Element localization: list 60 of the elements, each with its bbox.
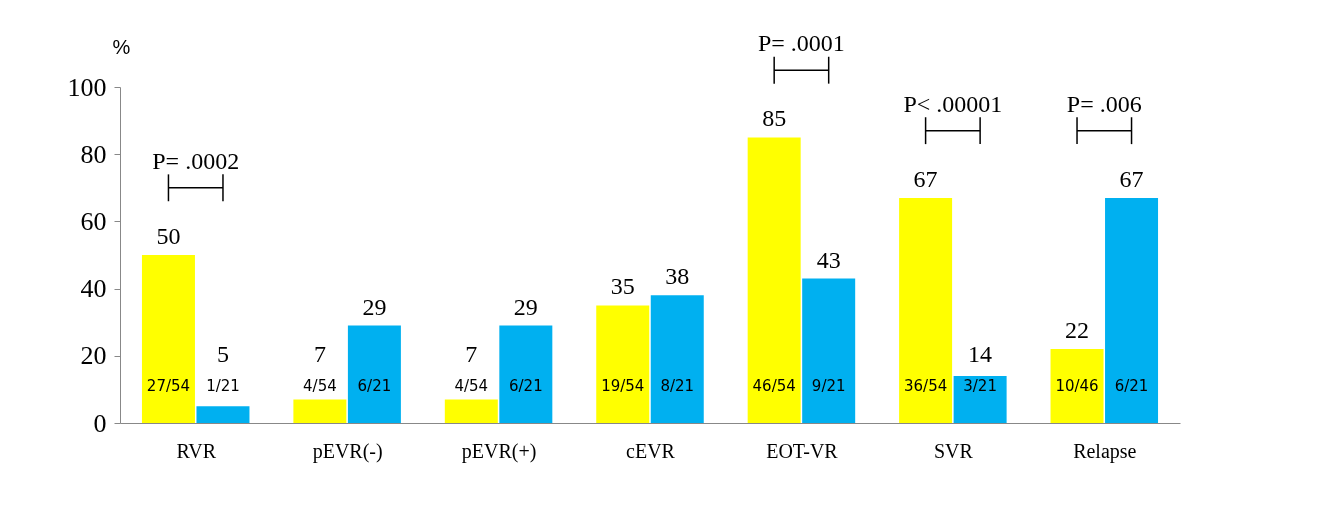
y-tick-label: 100	[67, 72, 107, 102]
x-tick-label: pEVR(-)	[312, 439, 383, 463]
x-tick-label: EOT-VR	[766, 439, 839, 462]
bar	[293, 399, 347, 423]
x-tick-label: pEVR(+)	[461, 439, 537, 463]
annotation: 10/46	[1055, 377, 1099, 396]
data-label: 67	[913, 165, 938, 192]
data-label: 14	[968, 340, 993, 367]
bar	[953, 375, 1007, 423]
annotation: 19/54	[601, 377, 645, 396]
x-tick-label: Relapse	[1073, 439, 1137, 463]
annotation: 3/21	[963, 377, 997, 396]
y-tick-label: 60	[80, 206, 107, 236]
data-label: 38	[665, 263, 690, 290]
bar	[444, 399, 498, 423]
data-label: 29	[513, 293, 538, 320]
y-tick-label: 80	[80, 139, 107, 169]
bar	[1105, 197, 1159, 423]
data-label: 35	[610, 273, 635, 300]
annotation: P= .0002	[152, 147, 240, 174]
annotation: 6/21	[1114, 377, 1149, 396]
annotation: 9/21	[811, 377, 846, 396]
bar	[347, 325, 401, 423]
data-label: 7	[465, 340, 478, 367]
annotation: 46/54	[752, 377, 796, 396]
data-label: 22	[1065, 317, 1090, 344]
y-tick-label: 40	[80, 274, 107, 304]
data-label: 50	[156, 223, 181, 249]
annotation: P< .00001	[903, 90, 1003, 117]
bar	[596, 305, 650, 423]
bar	[1050, 349, 1104, 423]
x-tick-label: RVR	[176, 439, 217, 462]
bar	[499, 325, 553, 423]
bar	[196, 406, 250, 423]
annotation: 4/54	[454, 377, 489, 396]
annotation: 36/54	[903, 377, 948, 396]
y-tick-label: 0	[93, 408, 107, 438]
bar	[802, 278, 856, 423]
bar	[650, 295, 704, 423]
bar	[899, 197, 953, 423]
bar	[747, 137, 801, 423]
annotation: 4/54	[303, 377, 337, 396]
bar	[141, 255, 195, 423]
annotation: P= .006	[1066, 90, 1142, 117]
text: P= .0001	[757, 30, 845, 57]
data-label: 43	[816, 246, 841, 273]
x-tick-label: cEVR	[626, 439, 676, 462]
y-axis-title: %	[112, 35, 131, 58]
data-label: 5	[216, 340, 229, 367]
annotation: 6/21	[508, 377, 543, 396]
annotation: 27/54	[146, 377, 191, 396]
data-label: 29	[362, 293, 387, 320]
y-tick-label: 20	[80, 341, 107, 371]
data-label: 7	[313, 340, 326, 367]
annotation: 6/21	[357, 377, 392, 396]
data-label: 67	[1119, 165, 1144, 192]
annotation: 8/21	[660, 377, 695, 396]
data-label: 85	[762, 105, 787, 132]
x-tick-label: SVR	[933, 439, 974, 462]
annotation: 1/21	[206, 377, 240, 396]
